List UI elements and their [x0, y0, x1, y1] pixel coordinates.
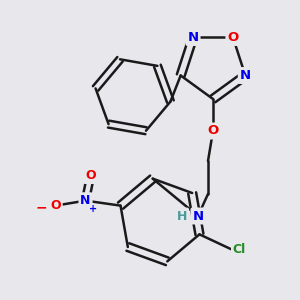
Text: N: N — [192, 209, 204, 223]
Text: +: + — [89, 204, 98, 214]
Text: Cl: Cl — [233, 243, 246, 256]
Text: H: H — [177, 209, 187, 223]
Text: O: O — [85, 169, 96, 182]
Text: O: O — [50, 199, 61, 212]
Text: N: N — [240, 69, 251, 82]
Text: O: O — [207, 124, 219, 137]
Text: −: − — [36, 201, 47, 214]
Text: N: N — [80, 194, 91, 207]
Text: N: N — [188, 31, 199, 44]
Text: O: O — [227, 31, 239, 44]
